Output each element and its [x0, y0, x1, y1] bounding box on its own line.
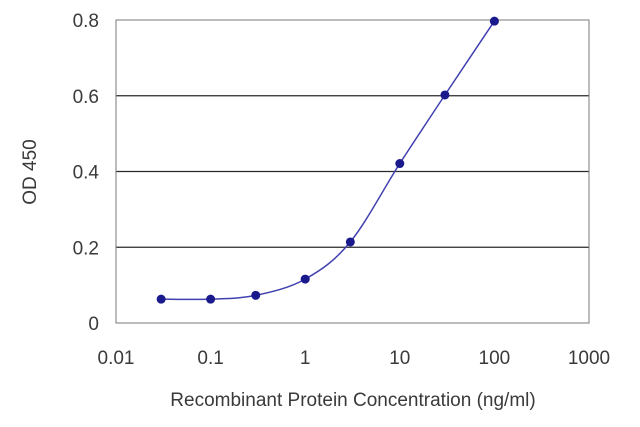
data-point [345, 237, 355, 247]
x-tick-label: 100 [479, 348, 511, 369]
data-point [206, 294, 216, 304]
x-tick-label: 1 [300, 348, 311, 369]
y-tick-label: 0.4 [73, 163, 100, 184]
x-axis-title: Recombinant Protein Concentration (ng/ml… [170, 390, 535, 411]
data-point [156, 294, 166, 304]
data-point [489, 16, 499, 26]
gridlines [116, 95, 589, 248]
plot-area-border [115, 19, 590, 324]
y-tick-label: 0.2 [73, 238, 99, 259]
x-tick-label: 1000 [568, 348, 610, 369]
y-tick-label: 0.8 [73, 11, 99, 32]
data-point [251, 290, 261, 300]
data-points [156, 16, 499, 304]
series-line [161, 20, 496, 301]
y-tick-label: 0.6 [73, 87, 99, 108]
data-point [300, 274, 310, 284]
data-point [440, 90, 450, 100]
x-tick-labels: 0.01 0.1 1 10 100 1000 [98, 348, 611, 369]
x-tick-label: 0.01 [98, 348, 135, 369]
data-point [395, 159, 405, 169]
x-tick-label: 10 [389, 348, 410, 369]
y-tick-labels: 0 0.2 0.4 0.6 0.8 [73, 11, 100, 335]
y-axis-title: OD 450 [20, 139, 41, 204]
x-tick-label: 0.1 [197, 348, 223, 369]
y-tick-label: 0 [88, 314, 99, 335]
